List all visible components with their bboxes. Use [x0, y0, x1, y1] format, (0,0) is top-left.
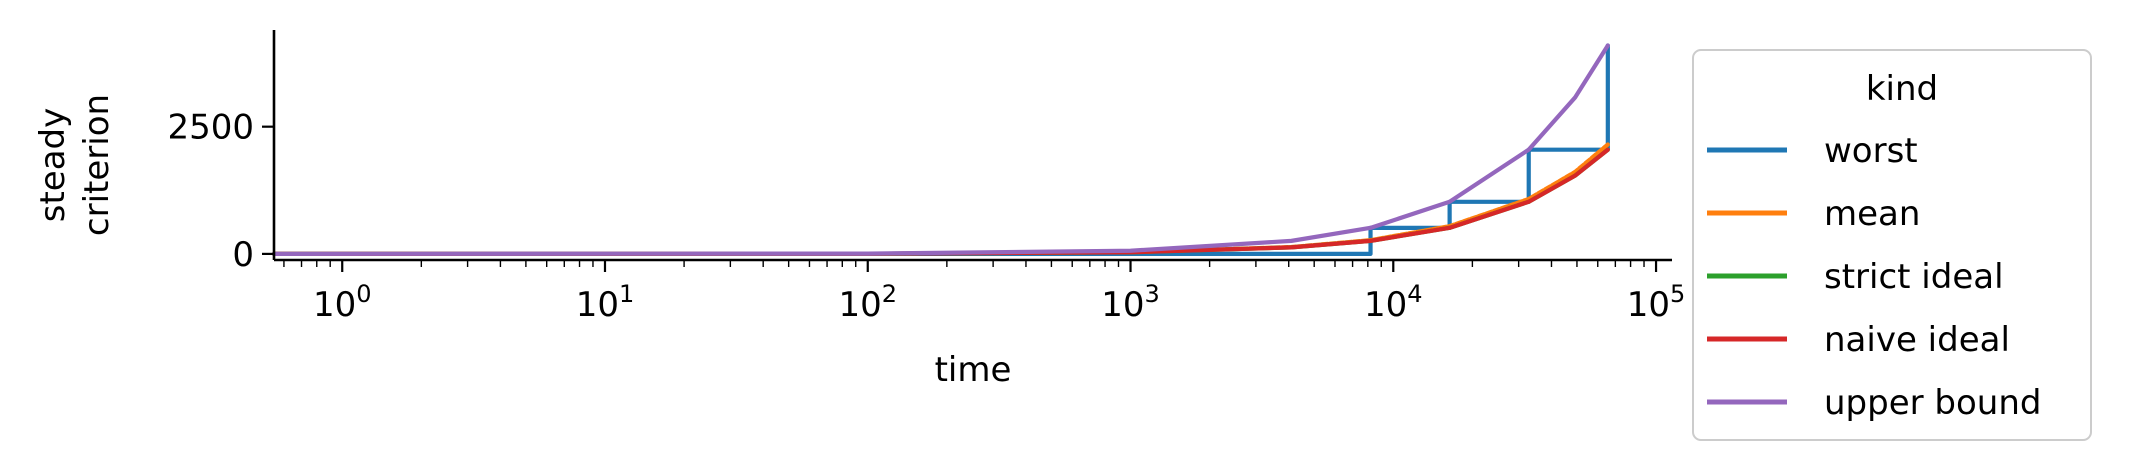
legend-items: worst mean strict ideal naive ideal upper bo… — [1707, 131, 2041, 423]
y-axis-label-line-1: steady — [33, 108, 73, 223]
legend-box — [1692, 49, 2092, 441]
x-tick-label: 105 — [1627, 280, 1686, 325]
x-tick-label-base: 10 — [838, 285, 881, 325]
x-tick-label: 102 — [838, 280, 897, 325]
y-ticks: 0 2500 — [167, 108, 274, 275]
legend-item: mean — [1707, 194, 1920, 234]
legend: kind worst mean strict ideal naive ideal upp… — [1692, 49, 2092, 441]
x-tick-label: 101 — [576, 280, 635, 325]
legend-item: worst — [1707, 131, 1918, 171]
legend-item: upper bound — [1707, 383, 2041, 423]
x-tick-label-exponent: 4 — [1407, 280, 1422, 308]
legend-item: strict ideal — [1707, 257, 2004, 297]
x-tick-label: 104 — [1364, 280, 1423, 325]
x-tick-label-exponent: 2 — [882, 280, 897, 308]
legend-label: worst — [1824, 131, 1918, 171]
legend-title: kind — [1866, 69, 1938, 109]
legend-label: naive ideal — [1824, 320, 2010, 360]
legend-item: naive ideal — [1707, 320, 2010, 360]
series-line-strict-ideal — [271, 147, 1610, 256]
series-line-mean — [271, 142, 1610, 256]
series-line-upper-bound — [271, 43, 1610, 256]
series-line-worst — [271, 43, 1610, 256]
axes — [272, 30, 1672, 262]
y-tick-label: 0 — [232, 235, 254, 275]
x-axis-label: time — [935, 350, 1012, 390]
series-layer — [271, 43, 1610, 256]
x-tick-label-base: 10 — [1364, 285, 1407, 325]
x-tick-label-base: 10 — [1101, 285, 1144, 325]
x-tick-label-exponent: 3 — [1145, 280, 1160, 308]
y-tick-label: 2500 — [167, 108, 254, 148]
x-tick-label: 103 — [1101, 280, 1160, 325]
x-tick-label-exponent: 0 — [356, 280, 371, 308]
legend-label: mean — [1824, 194, 1920, 234]
x-tick-label-base: 10 — [313, 285, 356, 325]
x-ticks: 100 101 102 103 104 105 — [283, 260, 1686, 325]
legend-label: strict ideal — [1824, 257, 2004, 297]
y-axis-label: steady criterion — [33, 94, 117, 236]
series-line-naive-ideal — [271, 147, 1610, 256]
x-tick-label: 100 — [313, 280, 372, 325]
x-tick-label-base: 10 — [1627, 285, 1670, 325]
x-tick-label-base: 10 — [576, 285, 619, 325]
x-tick-label-exponent: 5 — [1670, 280, 1685, 308]
legend-label: upper bound — [1824, 383, 2041, 423]
y-axis-label-line-2: criterion — [77, 94, 117, 236]
x-tick-label-exponent: 1 — [619, 280, 634, 308]
